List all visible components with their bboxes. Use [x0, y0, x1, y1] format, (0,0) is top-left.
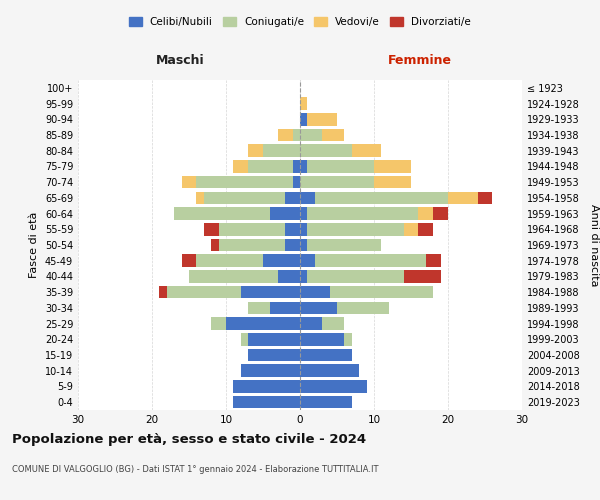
- Bar: [300, 254, 315, 267]
- Bar: [233, 160, 248, 172]
- Bar: [263, 144, 300, 157]
- Bar: [307, 208, 418, 220]
- Bar: [160, 286, 167, 298]
- Bar: [248, 144, 263, 157]
- Bar: [167, 286, 241, 298]
- Y-axis label: Fasce di età: Fasce di età: [29, 212, 39, 278]
- Bar: [300, 98, 307, 110]
- Bar: [248, 333, 300, 345]
- Bar: [374, 176, 411, 188]
- Bar: [182, 176, 196, 188]
- Bar: [174, 208, 271, 220]
- Bar: [426, 254, 440, 267]
- Bar: [278, 270, 300, 282]
- Bar: [196, 254, 263, 267]
- Bar: [300, 318, 322, 330]
- Bar: [344, 333, 352, 345]
- Bar: [248, 160, 293, 172]
- Bar: [418, 208, 433, 220]
- Bar: [307, 238, 382, 252]
- Bar: [478, 192, 493, 204]
- Bar: [300, 192, 315, 204]
- Bar: [418, 223, 433, 235]
- Bar: [337, 302, 389, 314]
- Bar: [271, 208, 300, 220]
- Bar: [233, 380, 300, 392]
- Bar: [322, 318, 344, 330]
- Bar: [196, 176, 293, 188]
- Bar: [300, 223, 307, 235]
- Bar: [293, 176, 300, 188]
- Bar: [248, 302, 271, 314]
- Bar: [226, 318, 300, 330]
- Bar: [218, 238, 285, 252]
- Bar: [352, 144, 382, 157]
- Bar: [307, 113, 337, 126]
- Bar: [404, 270, 440, 282]
- Bar: [300, 176, 374, 188]
- Bar: [241, 286, 300, 298]
- Text: Maschi: Maschi: [155, 54, 205, 68]
- Bar: [189, 270, 278, 282]
- Text: Popolazione per età, sesso e stato civile - 2024: Popolazione per età, sesso e stato civil…: [12, 432, 366, 446]
- Bar: [211, 238, 218, 252]
- Bar: [293, 160, 300, 172]
- Bar: [307, 270, 404, 282]
- Bar: [278, 128, 293, 141]
- Bar: [300, 286, 329, 298]
- Bar: [300, 333, 344, 345]
- Bar: [315, 192, 448, 204]
- Text: COMUNE DI VALGOGLIO (BG) - Dati ISTAT 1° gennaio 2024 - Elaborazione TUTTITALIA.: COMUNE DI VALGOGLIO (BG) - Dati ISTAT 1°…: [12, 465, 379, 474]
- Legend: Celibi/Nubili, Coniugati/e, Vedovi/e, Divorziati/e: Celibi/Nubili, Coniugati/e, Vedovi/e, Di…: [125, 12, 475, 31]
- Bar: [241, 333, 248, 345]
- Text: Femmine: Femmine: [388, 54, 452, 68]
- Bar: [374, 160, 411, 172]
- Bar: [300, 364, 359, 377]
- Bar: [300, 396, 352, 408]
- Bar: [322, 128, 344, 141]
- Bar: [300, 160, 307, 172]
- Bar: [233, 396, 300, 408]
- Bar: [204, 192, 285, 204]
- Bar: [263, 254, 300, 267]
- Bar: [248, 348, 300, 362]
- Bar: [182, 254, 196, 267]
- Bar: [204, 223, 218, 235]
- Bar: [293, 128, 300, 141]
- Bar: [433, 208, 448, 220]
- Bar: [300, 238, 307, 252]
- Bar: [307, 160, 374, 172]
- Bar: [300, 128, 322, 141]
- Bar: [300, 113, 307, 126]
- Bar: [285, 192, 300, 204]
- Y-axis label: Anni di nascita: Anni di nascita: [589, 204, 599, 286]
- Bar: [315, 254, 426, 267]
- Bar: [285, 223, 300, 235]
- Bar: [300, 208, 307, 220]
- Bar: [211, 318, 226, 330]
- Bar: [300, 302, 337, 314]
- Bar: [307, 223, 404, 235]
- Bar: [241, 364, 300, 377]
- Bar: [329, 286, 433, 298]
- Bar: [271, 302, 300, 314]
- Bar: [300, 348, 352, 362]
- Bar: [448, 192, 478, 204]
- Bar: [196, 192, 204, 204]
- Bar: [404, 223, 418, 235]
- Bar: [300, 270, 307, 282]
- Bar: [300, 144, 352, 157]
- Bar: [300, 380, 367, 392]
- Bar: [218, 223, 285, 235]
- Bar: [285, 238, 300, 252]
